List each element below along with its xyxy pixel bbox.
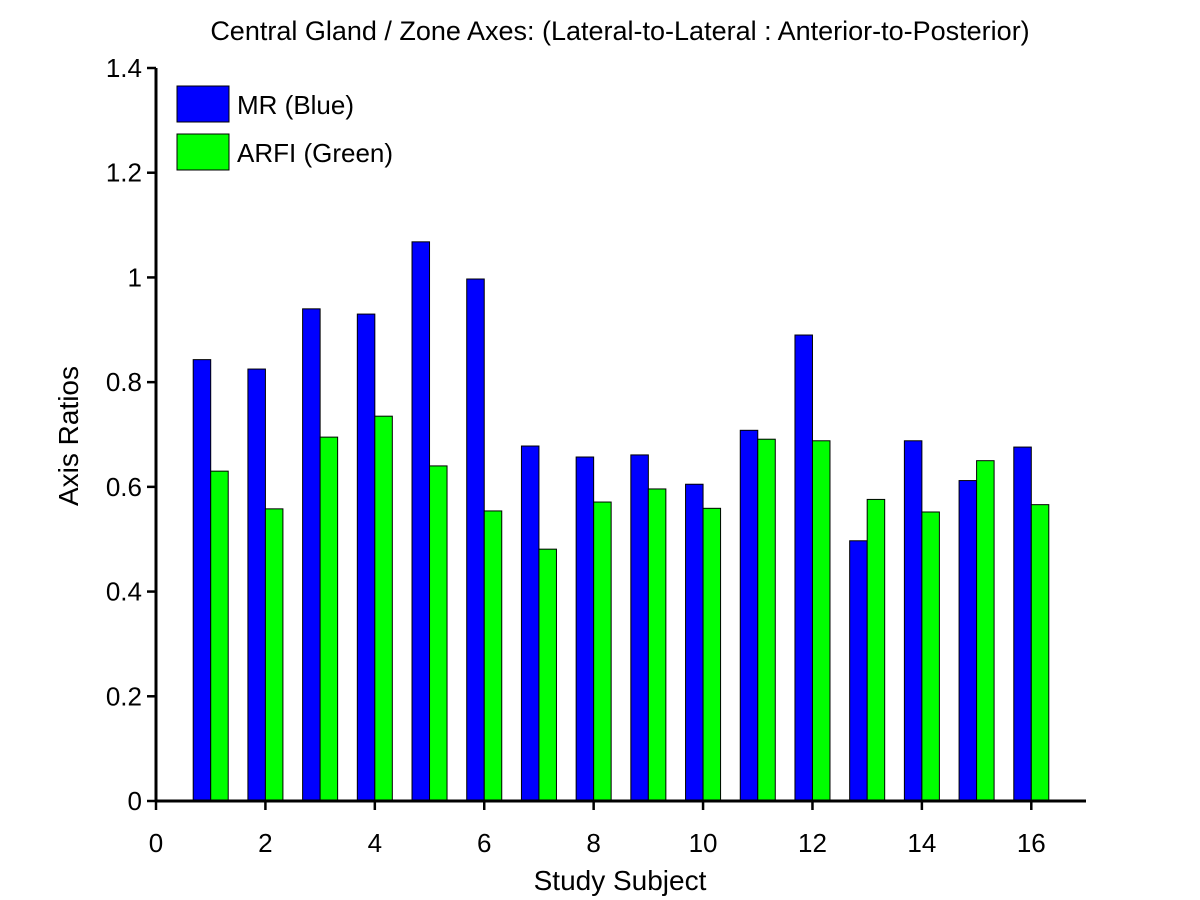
y-tick-label: 0.4 <box>106 577 142 607</box>
x-tick-label: 16 <box>1017 828 1046 858</box>
legend-swatch-mr <box>176 85 230 123</box>
x-tick-label: 2 <box>258 828 272 858</box>
bar-arfi-subject-7 <box>538 548 557 802</box>
bar-arfi-subject-4 <box>374 415 393 802</box>
bar-arfi-subject-1 <box>210 470 229 802</box>
bar-mr-subject-5 <box>411 241 431 802</box>
bar-mr-subject-2 <box>247 368 266 802</box>
chart-title: Central Gland / Zone Axes: (Lateral-to-L… <box>210 16 1029 46</box>
legend-swatch-arfi <box>176 133 230 171</box>
bar-arfi-subject-10 <box>702 507 722 802</box>
y-tick-label: 0.6 <box>106 472 142 502</box>
bar-arfi-subject-5 <box>429 465 448 802</box>
bar-arfi-subject-8 <box>593 501 612 802</box>
bar-mr-subject-13 <box>849 540 868 802</box>
bar-arfi-subject-13 <box>866 498 886 802</box>
y-tick-label: 0.2 <box>106 681 142 711</box>
y-tick-label: 1.4 <box>106 53 142 83</box>
x-tick-label: 6 <box>477 828 491 858</box>
bar-mr-subject-16 <box>1013 446 1032 802</box>
bar-mr-subject-11 <box>739 429 759 802</box>
x-tick-label: 12 <box>798 828 827 858</box>
bar-mr-subject-10 <box>685 483 704 802</box>
y-tick-label: 1.2 <box>106 158 142 188</box>
bar-mr-subject-12 <box>794 334 813 802</box>
bar-arfi-subject-15 <box>976 460 995 802</box>
y-axis-label: Axis Ratios <box>53 366 84 506</box>
legend: MR (Blue) ARFI (Green) <box>176 85 393 171</box>
x-tick-label: 14 <box>907 828 936 858</box>
bar-arfi-subject-2 <box>264 508 284 802</box>
y-tick-label: 0.8 <box>106 367 142 397</box>
bar-arfi-subject-9 <box>647 488 667 802</box>
x-tick-label: 10 <box>689 828 718 858</box>
bar-arfi-subject-12 <box>811 440 831 802</box>
x-tick-label: 4 <box>368 828 382 858</box>
y-tick-label: 1 <box>128 262 142 292</box>
bars-group <box>192 241 1050 802</box>
x-tick-label: 8 <box>586 828 600 858</box>
bar-mr-subject-4 <box>356 313 376 802</box>
bar-mr-subject-14 <box>903 440 923 802</box>
y-tick-label: 0 <box>128 786 142 816</box>
legend-label-mr: MR (Blue) <box>237 90 354 120</box>
bar-arfi-subject-14 <box>921 511 940 802</box>
legend-label-arfi: ARFI (Green) <box>237 138 393 168</box>
bar-arfi-subject-6 <box>483 510 503 802</box>
axes-group <box>154 68 1086 803</box>
bar-mr-subject-8 <box>575 456 595 802</box>
ticks-group: 0 0.2 0.4 0.6 0.8 1 1.2 1.4 0 2 4 6 8 10 12 14 16 <box>106 53 1046 858</box>
bar-mr-subject-9 <box>630 454 649 802</box>
bar-arfi-subject-11 <box>757 438 776 802</box>
bar-mr-subject-3 <box>302 308 321 802</box>
bar-arfi-subject-3 <box>319 436 339 802</box>
x-axis-label: Study Subject <box>534 865 707 896</box>
bar-arfi-subject-16 <box>1030 504 1050 802</box>
bar-mr-subject-1 <box>192 359 212 802</box>
bar-mr-subject-6 <box>466 278 485 802</box>
bar-mr-subject-7 <box>520 445 540 802</box>
bar-mr-subject-15 <box>958 480 978 802</box>
x-tick-label: 0 <box>149 828 163 858</box>
